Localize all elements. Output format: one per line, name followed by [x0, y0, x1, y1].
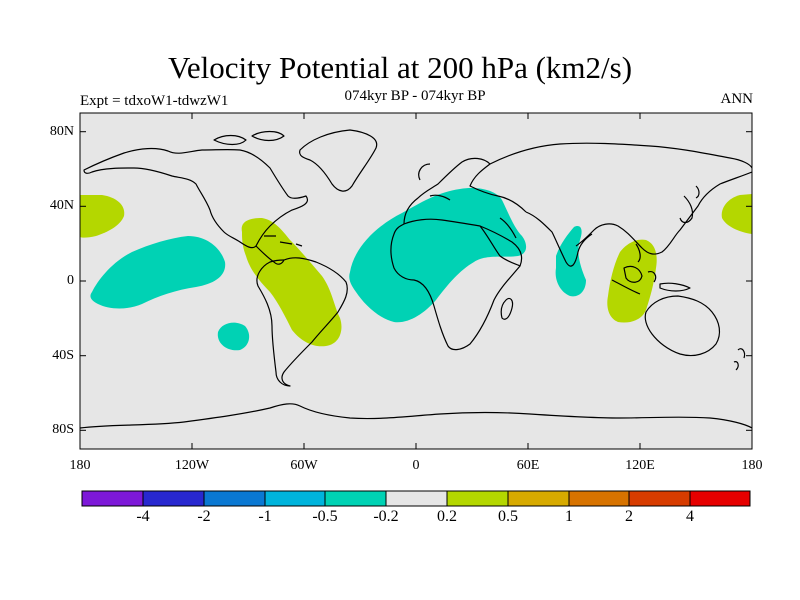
north-america-coast: [83, 147, 308, 249]
colorbar-label-2: -1: [258, 508, 272, 525]
colorbar-box-4: [324, 490, 387, 507]
colorbar-box-6: [446, 490, 509, 507]
indonesia-coast: [611, 243, 691, 295]
colorbar-box-1: [142, 490, 205, 507]
lon-label-180e: 180: [741, 458, 763, 473]
dateline-east-positive: [721, 194, 752, 234]
central-pacific-negative: [90, 236, 226, 309]
colorbar-box-10: [689, 490, 751, 507]
anomaly-shading: [80, 188, 752, 351]
colorbar-label-4: -0.2: [373, 508, 399, 525]
lon-label-120e: 120E: [625, 458, 655, 473]
lon-label-60w: 60W: [290, 458, 318, 473]
maritime-continent-positive: [607, 239, 657, 323]
antarctica-coast: [80, 403, 752, 429]
colorbar-label-8: 2: [625, 508, 633, 525]
caribbean-islands-coast: [264, 235, 303, 247]
colorbar-label-9: 4: [686, 508, 694, 525]
japan-coast: [679, 185, 700, 224]
dateline-west-positive: [80, 195, 125, 238]
experiment-label: Expt = tdxoW1-tdwzW1: [80, 93, 229, 109]
lon-label-180w: 180: [69, 458, 91, 473]
lat-label-40s: 40S: [52, 348, 74, 363]
lon-label-0: 0: [412, 458, 420, 473]
lat-label-80s: 80S: [52, 422, 74, 437]
lon-label-120w: 120W: [174, 458, 210, 473]
colorbar-label-6: 0.5: [498, 508, 518, 525]
colorbar-label-3: -0.5: [312, 508, 338, 525]
south-america-positive: [241, 218, 342, 347]
plot-title: Velocity Potential at 200 hPa (km2/s): [167, 50, 633, 85]
colorbar-box-0: [81, 490, 144, 507]
asia-coast: [489, 142, 752, 267]
colorbar-label-7: 1: [565, 508, 573, 525]
lon-label-60e: 60E: [516, 458, 540, 473]
colorbar-label-0: -4: [136, 508, 150, 525]
season-label: ANN: [720, 91, 754, 107]
lat-label-40n: 40N: [49, 198, 74, 213]
arctic-islands-coast: [213, 130, 285, 146]
colorbar-box-5: [385, 490, 448, 507]
new-zealand-coast: [733, 348, 746, 371]
central-america-coast: [255, 245, 285, 265]
south-pacific-negative: [217, 322, 250, 351]
europe-coast: [403, 157, 527, 225]
plot-subtitle: 074kyr BP - 074kyr BP: [344, 88, 486, 104]
colorbar-box-9: [628, 490, 691, 507]
lat-label-80n: 80N: [49, 124, 74, 139]
colorbar-box-7: [507, 490, 570, 507]
coastlines: [80, 129, 752, 429]
south-america-coast: [256, 257, 348, 387]
colorbar-label-5: 0.2: [437, 508, 457, 525]
colorbar-box-8: [568, 490, 630, 507]
colorbar-box-2: [203, 490, 266, 507]
africa-eurasia-negative: [349, 188, 527, 323]
lat-label-0: 0: [67, 273, 74, 288]
colorbar-label-1: -2: [197, 508, 211, 525]
colorbar: [81, 490, 751, 507]
arabia-coast: [479, 217, 523, 267]
madagascar-coast: [500, 297, 514, 320]
axis-ticks: [79, 113, 753, 449]
colorbar-box-3: [264, 490, 326, 507]
greenland-coast: [299, 129, 378, 192]
australia-coast: [644, 295, 721, 357]
